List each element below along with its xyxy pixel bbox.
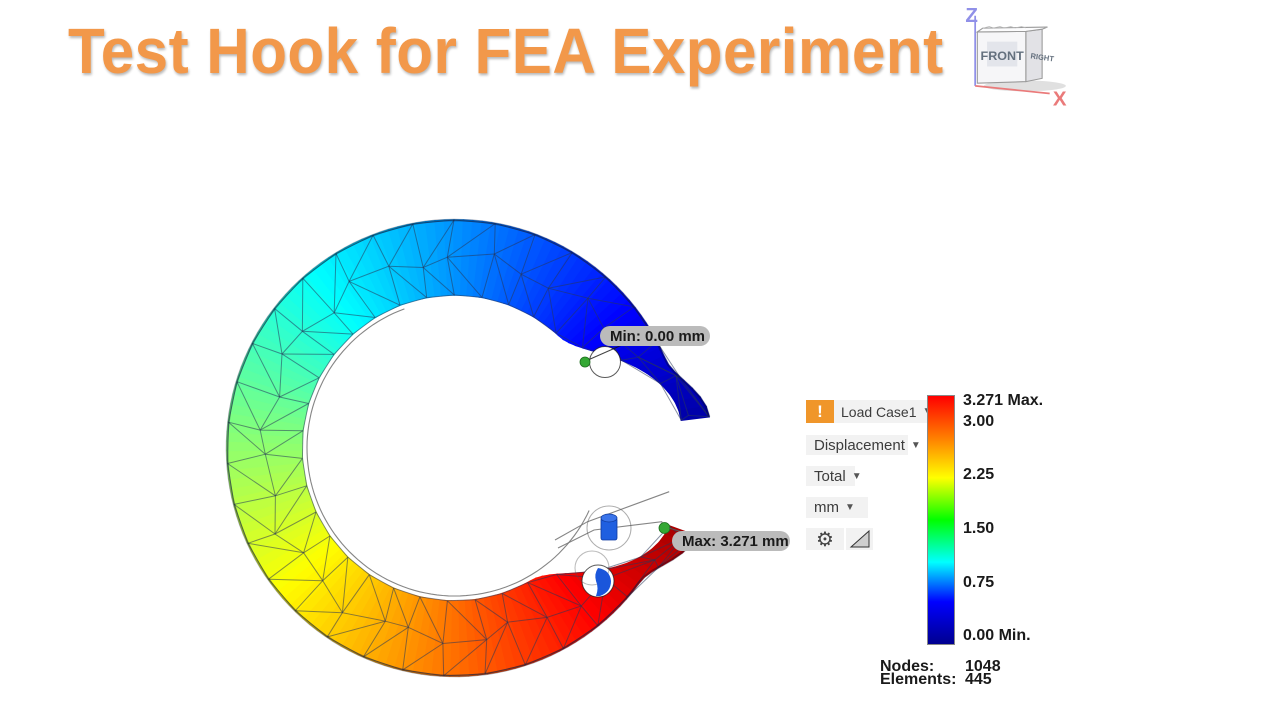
svg-text:Max: 3.271 mm: Max: 3.271 mm (682, 533, 789, 550)
svg-text:Min: 0.00 mm: Min: 0.00 mm (610, 328, 705, 345)
